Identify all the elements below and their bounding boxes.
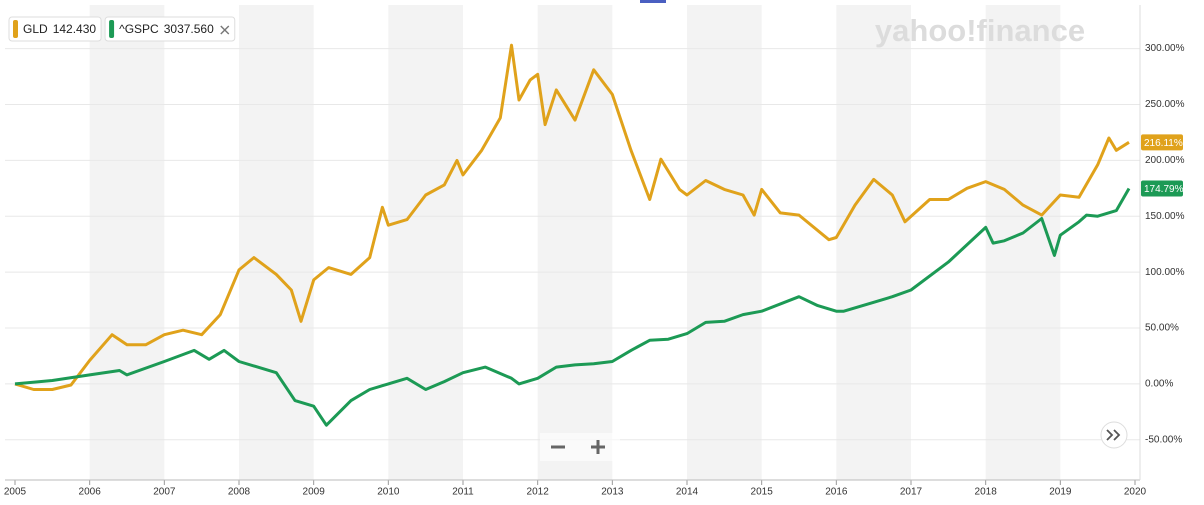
x-tick-label: 2011	[452, 487, 474, 498]
x-tick-label: 2006	[79, 487, 102, 498]
top-indicator	[640, 0, 666, 3]
legend-item[interactable]: GLD 142.430	[8, 16, 102, 42]
expand-button[interactable]	[1100, 421, 1128, 449]
series-line	[14, 43, 1130, 391]
expand-icon[interactable]	[1106, 429, 1114, 441]
x-tick-label: 2020	[1124, 487, 1147, 498]
x-tick-label: 2019	[1049, 487, 1072, 498]
y-tick-label: -50.00%	[1145, 434, 1182, 445]
volume-zoom-control[interactable]	[540, 433, 620, 461]
end-label-box	[1141, 180, 1183, 197]
x-tick-label: 2007	[153, 487, 176, 498]
legend-box[interactable]	[104, 16, 236, 42]
year-band	[89, 5, 165, 480]
y-tick-label: 150.00%	[1145, 211, 1185, 222]
x-tick-label: 2009	[303, 487, 326, 498]
remove-icon[interactable]	[220, 25, 230, 35]
x-tick-label: 2012	[527, 487, 550, 498]
x-tick-label: 2005	[4, 487, 27, 498]
legend-value: 3037.560	[164, 22, 214, 36]
expand-circle[interactable]	[1100, 421, 1128, 449]
legend-swatch	[13, 20, 18, 38]
x-tick-label: 2017	[900, 487, 923, 498]
year-band	[537, 5, 613, 480]
x-tick-label: 2013	[601, 487, 624, 498]
expand-icon[interactable]	[1113, 429, 1121, 441]
y-tick-label: 300.00%	[1145, 43, 1185, 54]
end-label: 216.11%	[1144, 138, 1183, 149]
legend-swatch	[109, 20, 115, 38]
y-tick-label: 100.00%	[1145, 267, 1185, 278]
year-band	[239, 5, 314, 480]
watermark: yahoo!finance	[875, 13, 1085, 48]
legend-name: GLD	[23, 22, 48, 36]
y-tick-label: 200.00%	[1145, 155, 1185, 166]
end-label-box	[1141, 134, 1183, 151]
x-tick-label: 2015	[751, 487, 774, 498]
y-tick-label: 50.00%	[1145, 323, 1179, 334]
legend-item[interactable]: ^GSPC 3037.560	[104, 16, 236, 42]
year-band	[836, 5, 911, 480]
x-tick-label: 2018	[975, 487, 998, 498]
year-band	[388, 5, 464, 480]
y-tick-label: 0.00%	[1145, 379, 1173, 390]
legend-box[interactable]	[8, 16, 102, 42]
x-tick-label: 2014	[676, 487, 699, 498]
legend-value: 142.430	[53, 22, 97, 36]
y-tick-label: 250.00%	[1145, 99, 1185, 110]
legend-name: ^GSPC	[119, 22, 159, 36]
x-tick-label: 2010	[377, 487, 400, 498]
x-tick-label: 2016	[825, 487, 848, 498]
x-tick-label: 2008	[228, 487, 251, 498]
end-label: 174.79%	[1144, 184, 1184, 195]
series-line	[14, 187, 1131, 427]
year-band	[687, 5, 762, 480]
